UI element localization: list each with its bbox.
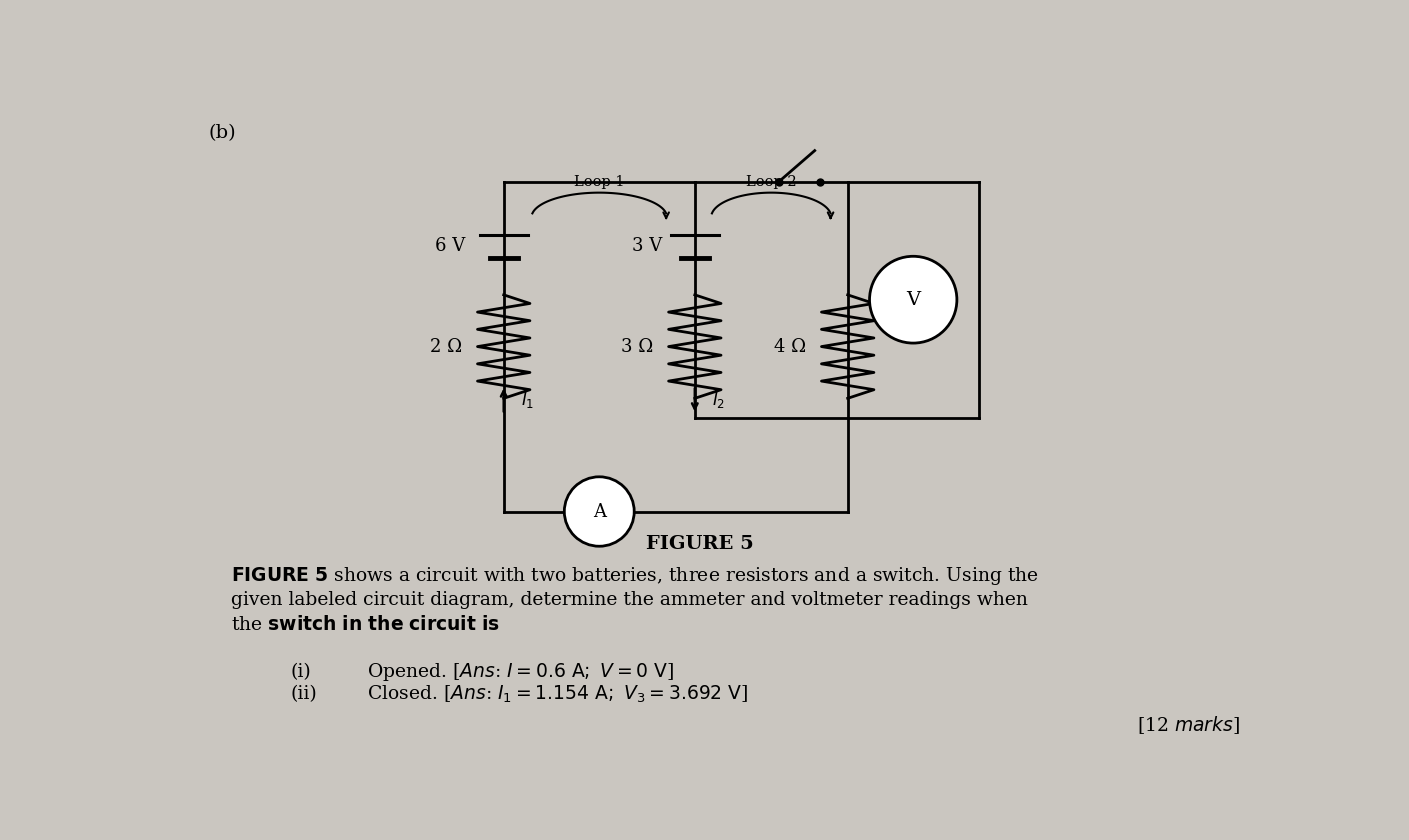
Text: Loop 2: Loop 2 <box>745 176 796 189</box>
Text: Closed. [$\mathit{Ans}$: $I_1 = 1.154\ \mathrm{A};\ V_3 = 3.692\ \mathrm{V}$]: Closed. [$\mathit{Ans}$: $I_1 = 1.154\ \… <box>368 684 748 706</box>
Text: A: A <box>593 502 606 521</box>
Text: 3 Ω: 3 Ω <box>621 338 654 355</box>
Text: (ii): (ii) <box>290 685 317 704</box>
Text: 6 V: 6 V <box>435 238 465 255</box>
Text: [12 $\mathit{marks}$]: [12 $\mathit{marks}$] <box>1137 714 1240 736</box>
Text: (b): (b) <box>209 124 237 142</box>
Ellipse shape <box>565 477 634 546</box>
Text: Loop 1: Loop 1 <box>573 176 624 189</box>
Text: the $\mathbf{switch}$ $\mathbf{in}$ $\mathbf{the}$ $\mathbf{circuit}$ $\mathbf{i: the $\mathbf{switch}$ $\mathbf{in}$ $\ma… <box>231 615 500 633</box>
Text: given labeled circuit diagram, determine the ammeter and voltmeter readings when: given labeled circuit diagram, determine… <box>231 591 1027 609</box>
Text: 4 Ω: 4 Ω <box>774 338 806 355</box>
Text: FIGURE 5: FIGURE 5 <box>647 535 754 553</box>
Ellipse shape <box>869 256 957 343</box>
Text: $\mathbf{FIGURE\ 5}$ shows a circuit with two batteries, three resistors and a s: $\mathbf{FIGURE\ 5}$ shows a circuit wit… <box>231 565 1038 587</box>
Text: $I_2$: $I_2$ <box>713 390 726 410</box>
Text: $I_1$: $I_1$ <box>521 390 534 410</box>
Text: 3 V: 3 V <box>631 238 662 255</box>
Text: (i): (i) <box>290 663 311 681</box>
Text: V: V <box>906 291 920 308</box>
Text: Opened. [$\mathit{Ans}$: $I = 0.6\ \mathrm{A};\ V = 0\ \mathrm{V}$]: Opened. [$\mathit{Ans}$: $I = 0.6\ \math… <box>368 661 675 683</box>
Text: 2 Ω: 2 Ω <box>430 338 462 355</box>
